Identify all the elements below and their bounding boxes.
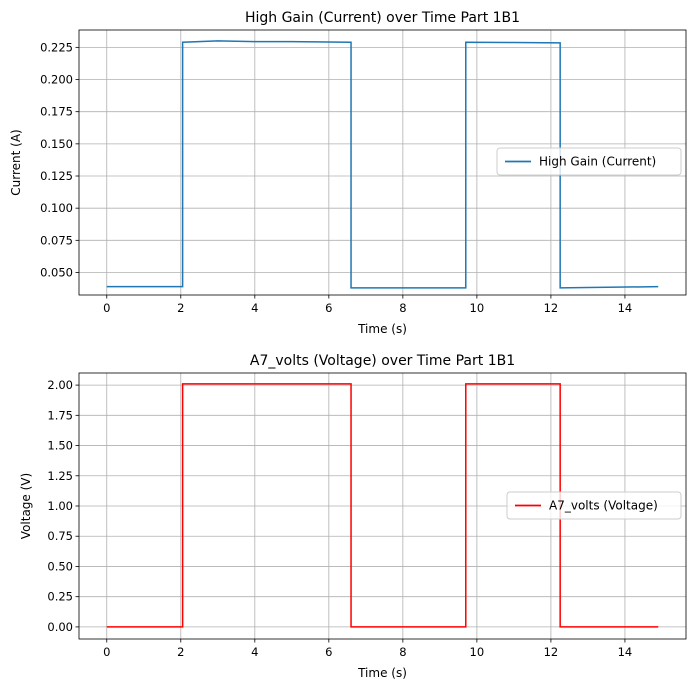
y-tick-label: 0.75 bbox=[47, 529, 73, 543]
x-tick-label: 0 bbox=[103, 645, 110, 659]
x-axis-label: Time (s) bbox=[357, 322, 407, 336]
y-tick-label: 0.25 bbox=[47, 590, 73, 604]
y-tick-label: 0.150 bbox=[40, 137, 73, 151]
y-tick-label: 0.00 bbox=[47, 620, 73, 634]
legend: A7_volts (Voltage) bbox=[506, 491, 682, 520]
y-tick-label: 1.50 bbox=[47, 439, 73, 453]
y-tick-label: 0.125 bbox=[40, 169, 73, 183]
chart-title: High Gain (Current) over Time Part 1B1 bbox=[245, 10, 520, 26]
chart-current: 0 2 4 6 8 10 12 14 0.050 0.075 0.100 0.125 0.150 0.17… bbox=[9, 10, 687, 336]
y-tick-label: 2.00 bbox=[47, 378, 73, 392]
x-tick-label: 12 bbox=[544, 301, 559, 315]
y-axis-label: Voltage (V) bbox=[19, 473, 33, 539]
x-tick-label: 4 bbox=[251, 645, 258, 659]
x-tick-label: 14 bbox=[618, 301, 633, 315]
x-tick-label: 6 bbox=[325, 301, 332, 315]
x-tick-label: 12 bbox=[544, 645, 559, 659]
legend-label: A7_volts (Voltage) bbox=[549, 499, 658, 513]
x-tick-label: 4 bbox=[251, 301, 258, 315]
grid bbox=[79, 30, 686, 295]
y-tick-label: 1.00 bbox=[47, 499, 73, 513]
y-tick-label: 0.225 bbox=[40, 40, 73, 54]
legend-box bbox=[506, 491, 682, 520]
axes-frame bbox=[78, 29, 687, 296]
x-axis-label: Time (s) bbox=[357, 666, 407, 680]
y-tick-label: 1.75 bbox=[47, 408, 73, 422]
legend: High Gain (Current) bbox=[496, 147, 682, 176]
chart-voltage: 0 2 4 6 8 10 12 14 0.00 0.25 0.50 0.75 1.00 1.25 1.50 1… bbox=[19, 353, 687, 680]
series-line bbox=[106, 40, 659, 289]
y-tick-label: 1.25 bbox=[47, 469, 73, 483]
x-tick-label: 14 bbox=[618, 645, 633, 659]
y-tick-label: 0.075 bbox=[40, 233, 73, 247]
legend-box bbox=[496, 147, 682, 176]
y-axis-label: Current (A) bbox=[9, 129, 23, 195]
y-tick-label: 0.175 bbox=[40, 105, 73, 119]
y-tick-label: 0.50 bbox=[47, 559, 73, 573]
x-tick-label: 6 bbox=[325, 645, 332, 659]
x-tick-label: 2 bbox=[177, 645, 184, 659]
y-tick-label: 0.050 bbox=[40, 265, 73, 279]
x-tick-label: 10 bbox=[470, 301, 485, 315]
x-tick-label: 0 bbox=[103, 301, 110, 315]
x-tick-label: 8 bbox=[399, 301, 406, 315]
y-tick-label: 0.100 bbox=[40, 201, 73, 215]
x-tick-label: 2 bbox=[177, 301, 184, 315]
x-tick-label: 10 bbox=[470, 645, 485, 659]
legend-label: High Gain (Current) bbox=[539, 155, 656, 169]
chart-title: A7_volts (Voltage) over Time Part 1B1 bbox=[250, 353, 515, 369]
x-tick-label: 8 bbox=[399, 645, 406, 659]
y-tick-label: 0.200 bbox=[40, 73, 73, 87]
